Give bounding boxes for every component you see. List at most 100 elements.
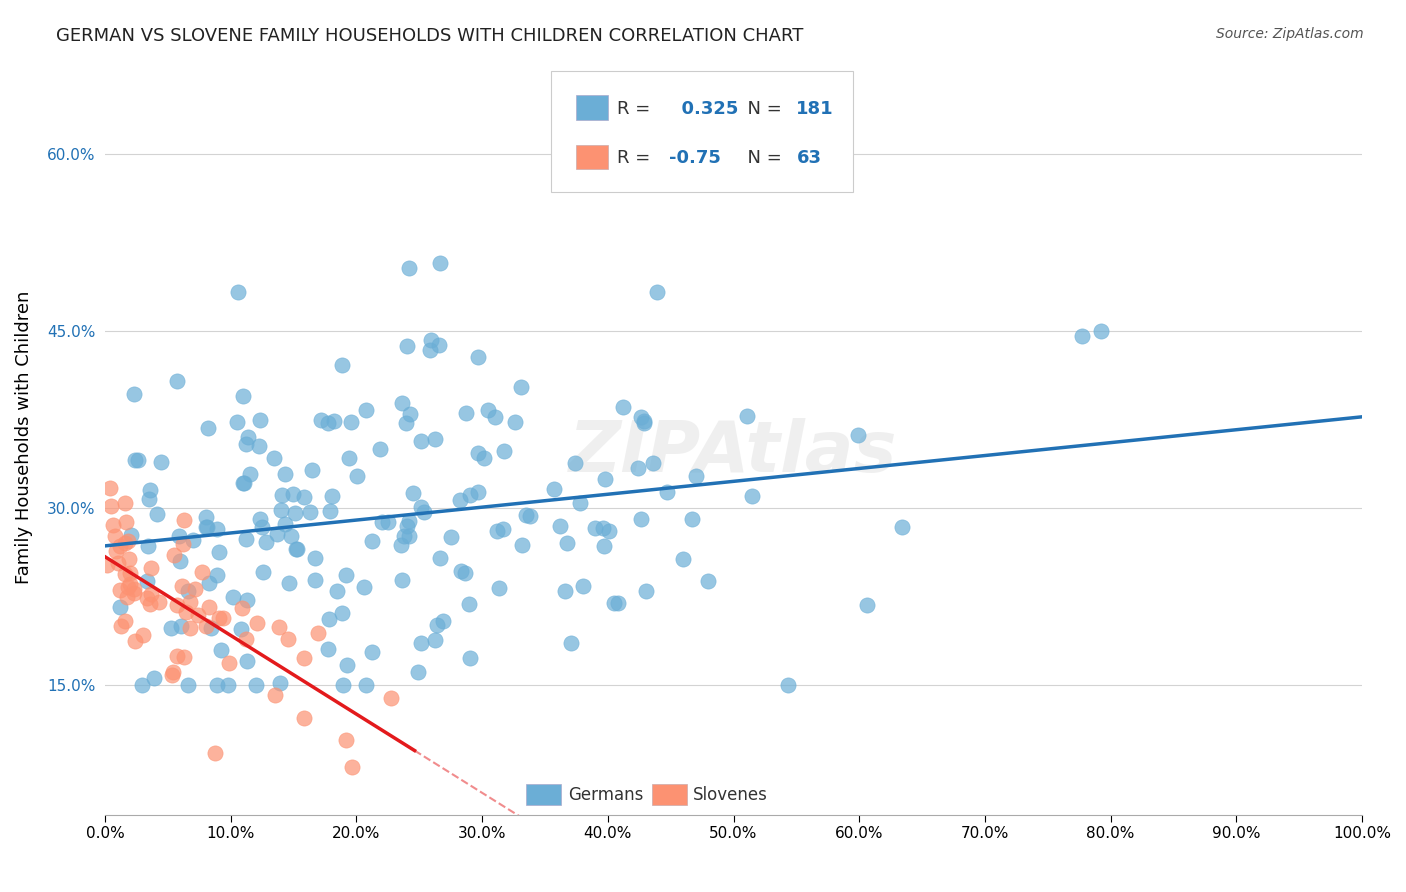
- Point: [269, 676, 291, 690]
- Point: [281, 487, 304, 501]
- Point: [250, 520, 273, 534]
- Point: [239, 467, 262, 481]
- Point: [606, 596, 628, 610]
- Text: N =: N =: [737, 100, 787, 118]
- Point: [197, 421, 219, 435]
- Point: [131, 678, 153, 692]
- Point: [211, 611, 233, 625]
- Point: [225, 415, 247, 429]
- Point: [284, 506, 307, 520]
- Point: [398, 529, 420, 543]
- Point: [645, 285, 668, 300]
- Point: [249, 512, 271, 526]
- Point: [195, 519, 218, 533]
- Point: [454, 566, 477, 581]
- Point: [117, 581, 139, 595]
- Point: [454, 406, 477, 420]
- Text: R =: R =: [617, 149, 655, 167]
- Point: [735, 409, 758, 423]
- Point: [274, 517, 297, 532]
- Point: [139, 561, 162, 575]
- Point: [409, 434, 432, 448]
- Point: [254, 535, 277, 549]
- Point: [162, 665, 184, 680]
- Point: [543, 482, 565, 496]
- Point: [426, 618, 449, 632]
- Point: [208, 545, 231, 559]
- Point: [304, 550, 326, 565]
- FancyBboxPatch shape: [576, 145, 607, 169]
- Point: [263, 450, 285, 465]
- Point: [457, 597, 479, 611]
- Point: [222, 591, 245, 605]
- Point: [194, 619, 217, 633]
- Point: [108, 582, 131, 597]
- Text: 181: 181: [796, 100, 834, 118]
- Point: [1090, 324, 1112, 338]
- Point: [118, 576, 141, 591]
- Point: [891, 519, 914, 533]
- Point: [346, 469, 368, 483]
- Point: [124, 634, 146, 648]
- Point: [179, 595, 201, 609]
- Point: [477, 403, 499, 417]
- Point: [108, 539, 131, 553]
- Point: [198, 575, 221, 590]
- Point: [467, 446, 489, 460]
- Point: [107, 557, 129, 571]
- Point: [332, 358, 354, 372]
- Point: [136, 591, 159, 605]
- Point: [170, 619, 193, 633]
- Point: [264, 688, 287, 702]
- Point: [110, 619, 132, 633]
- Point: [697, 574, 720, 588]
- Point: [330, 607, 353, 621]
- Point: [398, 514, 420, 528]
- Point: [174, 605, 197, 619]
- Point: [336, 658, 359, 673]
- Point: [190, 565, 212, 579]
- Point: [138, 491, 160, 506]
- Point: [377, 515, 399, 529]
- Point: [277, 632, 299, 646]
- Point: [486, 524, 509, 538]
- Point: [120, 566, 142, 581]
- Point: [167, 529, 190, 543]
- Text: Source: ZipAtlas.com: Source: ZipAtlas.com: [1216, 27, 1364, 41]
- Point: [270, 503, 292, 517]
- Point: [467, 485, 489, 500]
- Point: [592, 521, 614, 535]
- Point: [335, 567, 357, 582]
- Point: [139, 483, 162, 498]
- Point: [166, 598, 188, 612]
- Point: [361, 534, 384, 549]
- Point: [148, 595, 170, 609]
- Point: [316, 641, 339, 656]
- Point: [325, 584, 347, 599]
- Point: [232, 389, 254, 403]
- Point: [411, 500, 433, 514]
- Point: [337, 450, 360, 465]
- Point: [233, 475, 256, 490]
- Y-axis label: Family Households with Children: Family Households with Children: [15, 291, 32, 583]
- Point: [160, 621, 183, 635]
- Point: [396, 518, 419, 533]
- Point: [235, 532, 257, 546]
- Point: [681, 512, 703, 526]
- Point: [162, 548, 184, 562]
- Point: [173, 513, 195, 527]
- Point: [114, 535, 136, 549]
- Point: [195, 509, 218, 524]
- Point: [323, 414, 346, 428]
- Point: [555, 536, 578, 550]
- FancyBboxPatch shape: [551, 71, 853, 192]
- Point: [598, 524, 620, 538]
- Point: [169, 554, 191, 568]
- Point: [510, 538, 533, 552]
- Point: [245, 678, 267, 692]
- Point: [423, 433, 446, 447]
- Point: [205, 568, 228, 582]
- Point: [484, 410, 506, 425]
- FancyBboxPatch shape: [526, 784, 561, 805]
- Point: [115, 516, 138, 530]
